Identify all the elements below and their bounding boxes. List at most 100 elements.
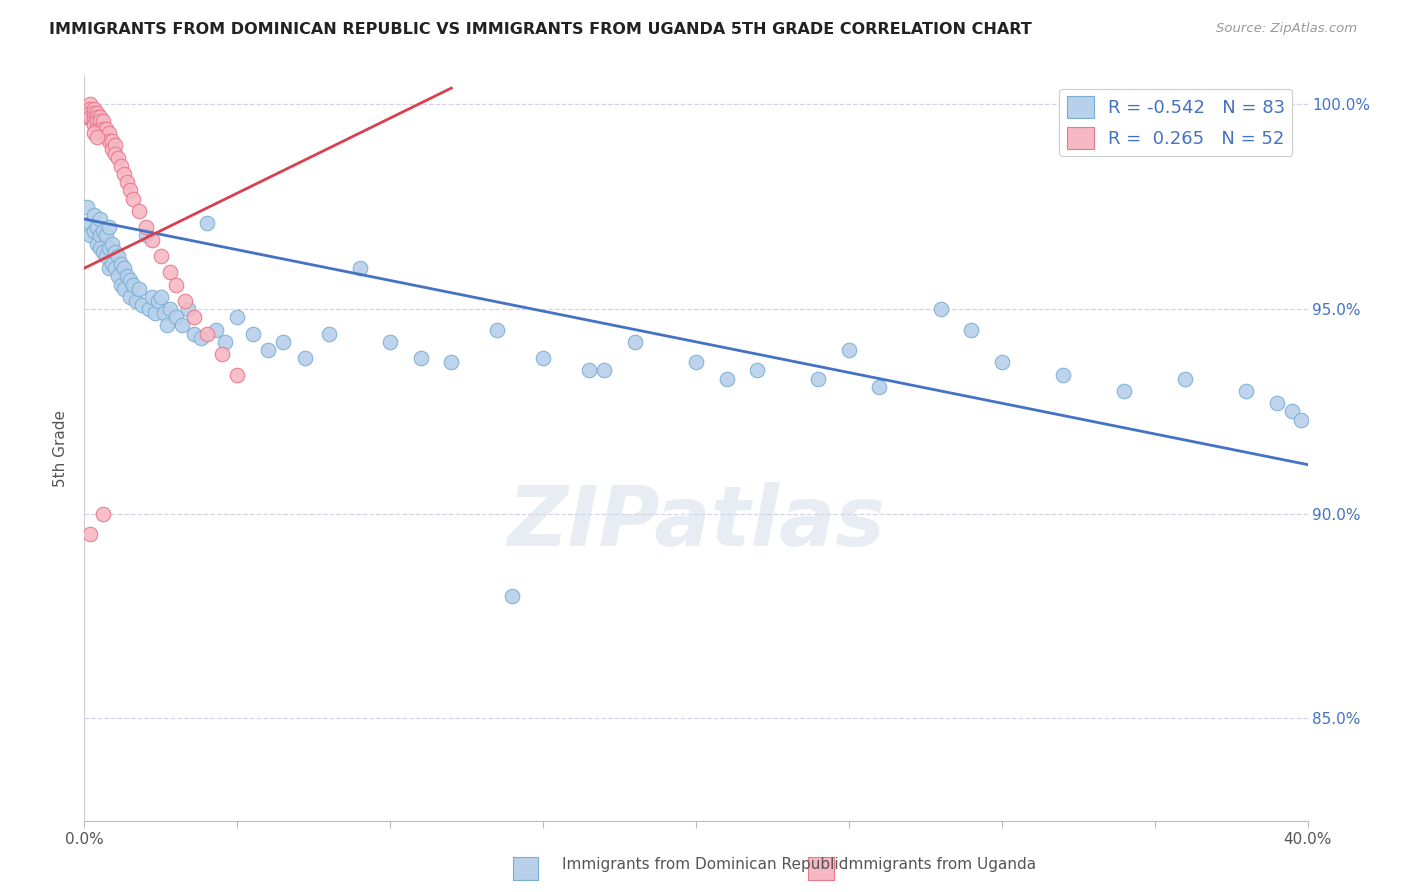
Point <box>807 372 830 386</box>
Point <box>1236 384 1258 398</box>
Point <box>89 228 111 243</box>
Point <box>83 118 105 132</box>
Point <box>91 244 114 259</box>
Point <box>89 113 111 128</box>
Point <box>107 269 129 284</box>
Point <box>94 122 117 136</box>
Point <box>115 269 138 284</box>
Point <box>86 220 108 235</box>
Point <box>86 122 108 136</box>
Point <box>531 351 554 366</box>
Point <box>83 102 105 116</box>
Point <box>86 113 108 128</box>
Point <box>115 175 138 189</box>
Point <box>107 249 129 263</box>
Point <box>747 363 769 377</box>
Point <box>183 326 205 341</box>
Point <box>409 351 432 366</box>
Point <box>205 322 228 336</box>
Point <box>165 310 187 325</box>
Point <box>214 334 236 349</box>
Point <box>120 273 142 287</box>
Point <box>91 224 114 238</box>
Point <box>104 244 127 259</box>
Point <box>349 261 371 276</box>
Point <box>991 355 1014 369</box>
Text: Source: ZipAtlas.com: Source: ZipAtlas.com <box>1216 22 1357 36</box>
Point <box>107 151 129 165</box>
Point <box>135 228 157 243</box>
Point <box>112 261 135 276</box>
Point <box>172 318 194 333</box>
Point <box>257 343 280 357</box>
Point <box>578 363 600 377</box>
Point <box>83 110 105 124</box>
Point <box>97 126 120 140</box>
Point <box>101 134 124 148</box>
Text: ZIPatlas: ZIPatlas <box>508 483 884 563</box>
Point <box>146 293 169 308</box>
Point <box>97 241 120 255</box>
Point <box>83 224 105 238</box>
Point <box>120 290 142 304</box>
Point <box>138 302 160 317</box>
Point <box>165 277 187 292</box>
Point <box>838 343 860 357</box>
Text: Immigrants from Uganda: Immigrants from Uganda <box>844 857 1036 872</box>
Point <box>91 113 114 128</box>
Point <box>128 282 150 296</box>
Point <box>89 110 111 124</box>
Point <box>79 97 101 112</box>
Point <box>112 282 135 296</box>
Point <box>183 310 205 325</box>
Point <box>89 126 111 140</box>
Point <box>112 167 135 181</box>
Point <box>271 334 294 349</box>
Point <box>101 236 124 251</box>
Point <box>593 363 616 377</box>
Point <box>195 216 218 230</box>
Point <box>76 200 98 214</box>
Point <box>440 355 463 369</box>
Point <box>141 233 163 247</box>
Point <box>318 326 340 341</box>
Point <box>716 372 738 386</box>
Point <box>502 589 524 603</box>
Point <box>89 241 111 255</box>
Point <box>869 380 891 394</box>
Point <box>83 105 105 120</box>
Point <box>89 212 111 227</box>
Point <box>97 261 120 276</box>
Point <box>79 105 101 120</box>
Point <box>79 228 101 243</box>
Point <box>143 306 166 320</box>
Point <box>76 102 98 116</box>
Point <box>624 334 647 349</box>
Point <box>174 293 197 308</box>
Point <box>110 159 132 173</box>
Point <box>159 302 181 317</box>
Point <box>1291 412 1313 426</box>
Point <box>929 302 952 317</box>
Point <box>960 322 983 336</box>
Point <box>110 277 132 292</box>
Point <box>104 138 127 153</box>
Point <box>86 236 108 251</box>
Point <box>89 122 111 136</box>
Point <box>79 527 101 541</box>
Point <box>125 293 148 308</box>
Point <box>149 249 172 263</box>
Point <box>94 249 117 263</box>
Point <box>83 113 105 128</box>
Point <box>685 355 707 369</box>
Point <box>79 216 101 230</box>
Point <box>128 203 150 218</box>
Point <box>86 110 108 124</box>
Point <box>104 146 127 161</box>
Point <box>104 261 127 276</box>
Point <box>159 265 181 279</box>
Point <box>79 102 101 116</box>
Point <box>226 310 249 325</box>
Point <box>122 192 145 206</box>
Point <box>94 130 117 145</box>
